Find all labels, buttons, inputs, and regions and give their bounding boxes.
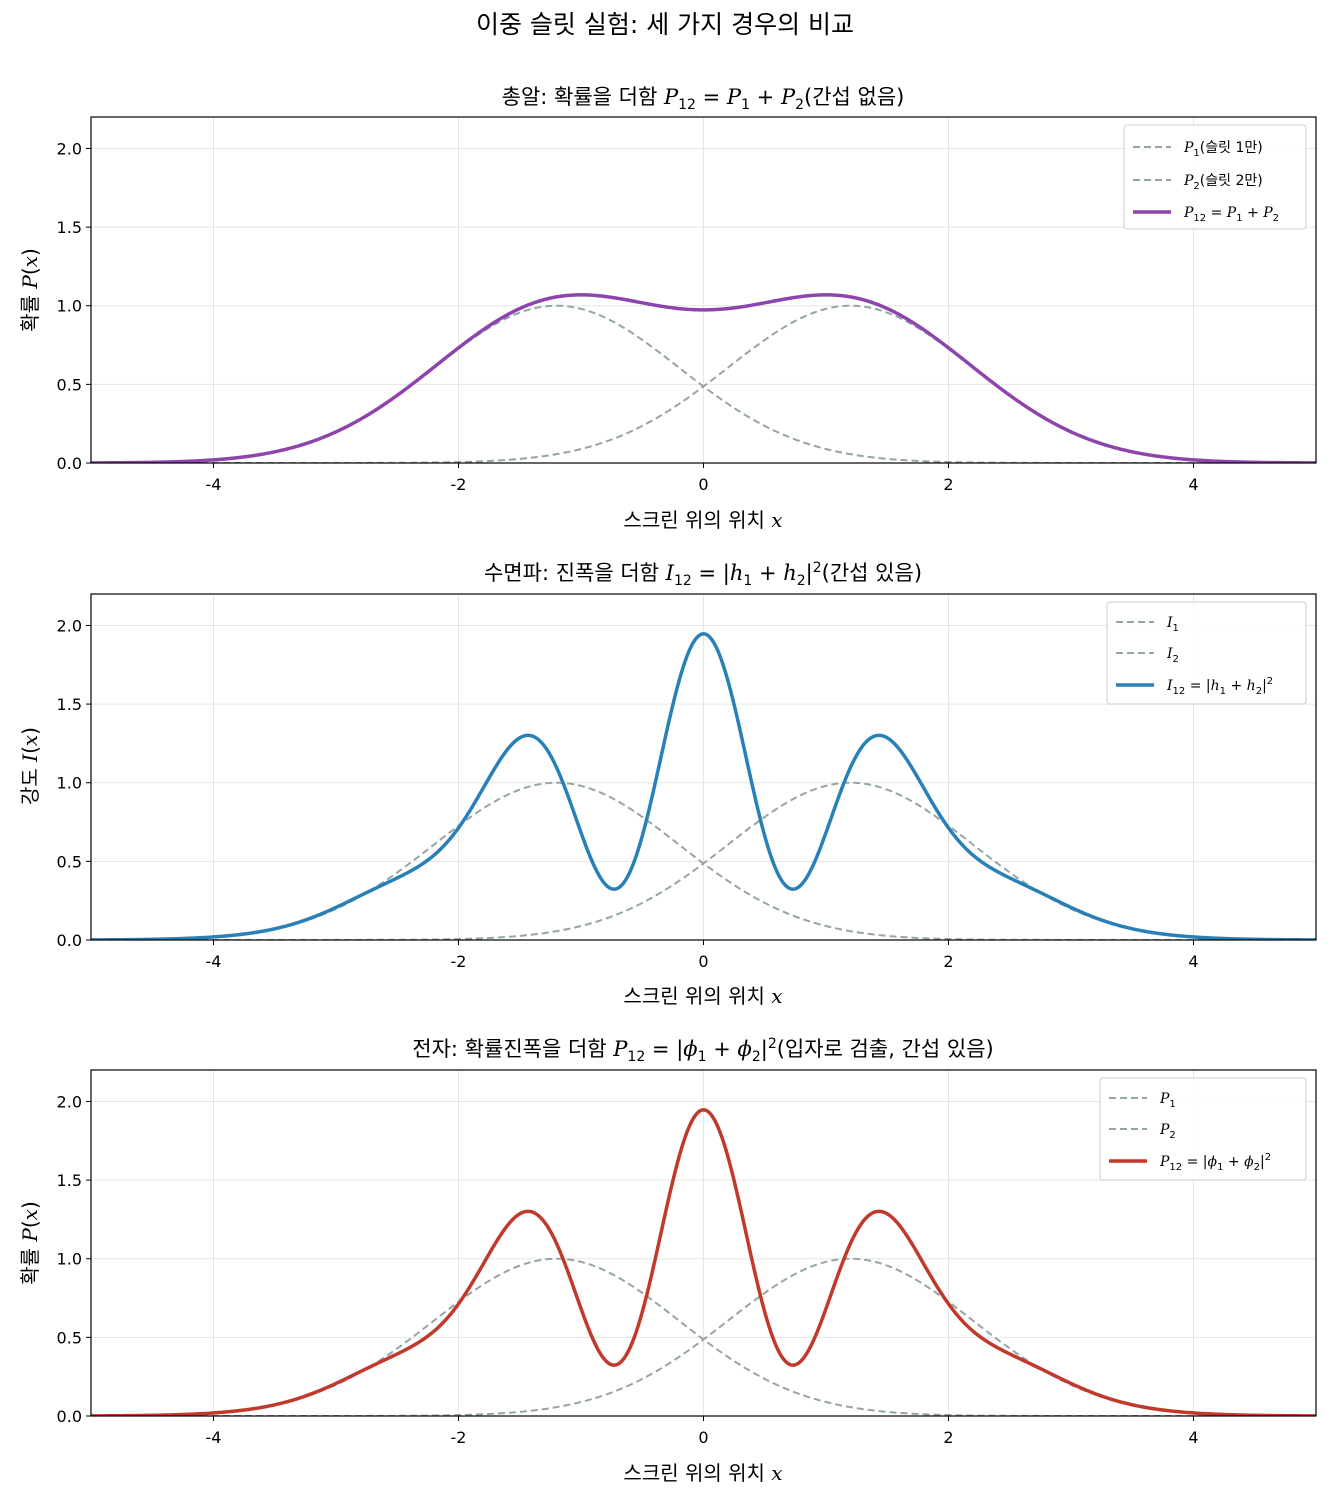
waves-ytick-label: 2.0 [57, 616, 82, 635]
electrons-xtick-label: 4 [1188, 1428, 1198, 1447]
waves-ytick-label: 1.0 [57, 774, 82, 793]
panel-electrons-ylabel: 확률 P(x) [18, 1201, 42, 1285]
bullets-ytick-label: 1.5 [57, 218, 82, 237]
legend-frame [1106, 601, 1307, 705]
waves-ytick-label: 0.0 [57, 931, 82, 950]
panel-waves-ylabel: 강도 I(x) [18, 727, 42, 805]
panel-electrons-plot: -4 -2 0 2 4 0.0 0.5 1.0 1.5 2.0 [57, 1069, 1317, 1447]
bullets-ytick-label: 0.0 [57, 454, 82, 473]
electrons-xtick-label: 0 [698, 1428, 708, 1447]
electrons-series-combined-line [91, 1108, 1316, 1416]
legend-label-p12: P12 = |ϕ1 + ϕ2|2 [1159, 1152, 1271, 1173]
waves-ytick-label: 0.5 [57, 852, 82, 871]
panel-bullets: 총알: 확률을 더함 P12 = P1 + P2(간섭 없음) 스크린 위의 위… [18, 85, 1317, 532]
panel-electrons-legend: P1 P2 P12 = |ϕ1 + ϕ2|2 [1099, 1077, 1307, 1181]
waves-xtick-label: 2 [943, 952, 953, 971]
electrons-ytick-label: 1.5 [57, 1171, 82, 1190]
bullets-xtick-label: 0 [698, 475, 708, 494]
bullets-xtick-label: -2 [451, 475, 467, 494]
legend-label-p12: P12 = P1 + P2 [1183, 205, 1279, 224]
legend-label-p2: P2(슬릿 2만) [1183, 173, 1263, 192]
legend-label-i2: I2 [1166, 646, 1179, 665]
legend-label-i12: I12 = |h1 + h2|2 [1166, 676, 1273, 697]
bullets-xtick-label: -4 [206, 475, 222, 494]
legend-frame [1099, 1077, 1307, 1181]
waves-xtick-label: 4 [1188, 952, 1198, 971]
electrons-xtick-label: -4 [206, 1428, 222, 1447]
electrons-ytick-label: 0.5 [57, 1328, 82, 1347]
waves-xtick-label: -2 [451, 952, 467, 971]
waves-ytick-label: 1.5 [57, 695, 82, 714]
waves-xtick-label: -4 [206, 952, 222, 971]
panel-bullets-legend: P1(슬릿 1만) P2(슬릿 2만) P12 = P1 + P2 [1123, 124, 1307, 230]
bullets-ytick-label: 0.5 [57, 375, 82, 394]
panel-waves-legend: I1 I2 I12 = |h1 + h2|2 [1106, 601, 1307, 705]
electrons-xtick-label: -2 [451, 1428, 467, 1447]
bullets-xtick-label: 2 [943, 475, 953, 494]
panel-bullets-title: 총알: 확률을 더함 P12 = P1 + P2(간섭 없음) [502, 85, 905, 113]
legend-label-p1: P1(슬릿 1만) [1183, 140, 1263, 159]
legend-label-p1: P1 [1159, 1091, 1176, 1110]
bullets-ytick-label: 2.0 [57, 139, 82, 158]
electrons-ytick-label: 0.0 [57, 1407, 82, 1426]
panel-bullets-ylabel: 확률 P(x) [18, 248, 42, 332]
bullets-series-combined-line [91, 293, 1316, 463]
panel-waves: 수면파: 진폭을 더함 I12 = |h1 + h2|2(간섭 있음) 스크린 … [18, 560, 1317, 1008]
legend-label-p2: P2 [1159, 1122, 1176, 1141]
electrons-ytick-label: 1.0 [57, 1250, 82, 1269]
electrons-ytick-label: 2.0 [57, 1092, 82, 1111]
panel-electrons-xlabel: 스크린 위의 위치 x [623, 1461, 782, 1485]
panel-waves-title: 수면파: 진폭을 더함 I12 = |h1 + h2|2(간섭 있음) [484, 560, 922, 589]
panel-waves-xlabel: 스크린 위의 위치 x [623, 984, 782, 1008]
waves-xtick-label: 0 [698, 952, 708, 971]
legend-frame [1123, 124, 1307, 230]
bullets-ytick-label: 1.0 [57, 297, 82, 316]
legend-label-i1: I1 [1166, 615, 1179, 634]
electrons-xtick-label: 2 [943, 1428, 953, 1447]
panel-bullets-plot: -4 -2 0 2 4 0.0 0.5 1.0 1.5 2.0 [57, 116, 1317, 494]
figure-title: 이중 슬릿 실험: 세 가지 경우의 비교 [476, 10, 854, 39]
panel-bullets-xlabel: 스크린 위의 위치 x [623, 508, 782, 532]
panel-electrons: 전자: 확률진폭을 더함 P12 = |ϕ1 + ϕ2|2(입자로 검출, 간섭… [18, 1036, 1317, 1485]
waves-series-combined-line [91, 632, 1316, 940]
panel-electrons-title: 전자: 확률진폭을 더함 P12 = |ϕ1 + ϕ2|2(입자로 검출, 간섭… [412, 1036, 993, 1065]
bullets-xtick-label: 4 [1188, 475, 1198, 494]
